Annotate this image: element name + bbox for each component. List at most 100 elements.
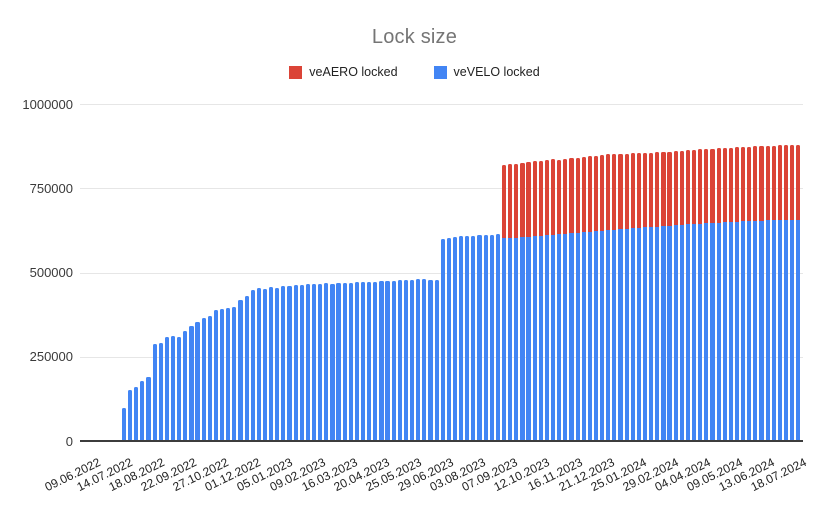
bar-segment-vevelo[interactable] (360, 282, 366, 441)
bar-segment-veaero[interactable] (630, 153, 635, 229)
bar-segment-vevelo[interactable] (691, 223, 697, 441)
bar-segment-vevelo[interactable] (765, 220, 770, 441)
bar-segment-vevelo[interactable] (495, 234, 501, 441)
bar-segment-vevelo[interactable] (287, 285, 292, 441)
bar-segment-vevelo[interactable] (612, 230, 617, 441)
bar-segment-veaero[interactable] (593, 155, 599, 232)
bar-segment-vevelo[interactable] (434, 280, 439, 441)
bar-segment-vevelo[interactable] (624, 229, 629, 441)
bar-segment-vevelo[interactable] (281, 286, 286, 441)
bar-segment-vevelo[interactable] (679, 224, 684, 441)
bar-segment-vevelo[interactable] (397, 280, 402, 441)
bar-segment-vevelo[interactable] (269, 287, 274, 441)
legend-item-veaero[interactable]: veAERO locked (289, 65, 398, 79)
bar-segment-vevelo[interactable] (183, 331, 188, 441)
bar-segment-vevelo[interactable] (134, 386, 139, 441)
bar-segment-vevelo[interactable] (716, 222, 721, 441)
bar-segment-vevelo[interactable] (796, 219, 801, 441)
bar-segment-vevelo[interactable] (710, 222, 715, 441)
bar-segment-veaero[interactable] (698, 149, 703, 224)
bar-segment-veaero[interactable] (612, 154, 617, 231)
bar-segment-veaero[interactable] (575, 157, 580, 234)
bar-segment-vevelo[interactable] (422, 278, 427, 441)
bar-segment-vevelo[interactable] (305, 284, 310, 441)
bar-segment-veaero[interactable] (710, 148, 715, 223)
bar-segment-vevelo[interactable] (544, 235, 550, 441)
bar-segment-veaero[interactable] (624, 153, 629, 230)
bar-segment-veaero[interactable] (606, 154, 611, 231)
bar-segment-veaero[interactable] (685, 150, 691, 225)
bar-segment-vevelo[interactable] (226, 307, 231, 441)
bar-segment-veaero[interactable] (520, 162, 525, 238)
bar-segment-vevelo[interactable] (128, 390, 133, 441)
bar-segment-vevelo[interactable] (170, 335, 176, 441)
bar-segment-vevelo[interactable] (324, 283, 329, 441)
bar-segment-veaero[interactable] (661, 151, 666, 226)
bar-segment-veaero[interactable] (649, 152, 654, 227)
bar-segment-veaero[interactable] (728, 147, 733, 222)
bar-segment-vevelo[interactable] (293, 285, 298, 441)
bar-segment-vevelo[interactable] (201, 318, 206, 441)
bar-segment-veaero[interactable] (569, 157, 574, 234)
bar-segment-vevelo[interactable] (667, 225, 672, 441)
bar-segment-vevelo[interactable] (655, 226, 660, 441)
bar-segment-vevelo[interactable] (673, 225, 678, 441)
bar-segment-vevelo[interactable] (164, 336, 169, 441)
bar-segment-vevelo[interactable] (722, 222, 727, 441)
bar-segment-vevelo[interactable] (195, 322, 200, 441)
bar-segment-vevelo[interactable] (630, 228, 635, 441)
bar-segment-veaero[interactable] (551, 159, 556, 236)
bar-segment-vevelo[interactable] (275, 287, 280, 441)
bar-segment-veaero[interactable] (581, 156, 586, 233)
bar-segment-vevelo[interactable] (734, 221, 740, 441)
bar-segment-veaero[interactable] (667, 151, 672, 226)
bar-segment-vevelo[interactable] (704, 223, 709, 441)
bar-segment-veaero[interactable] (501, 165, 507, 239)
bar-segment-veaero[interactable] (600, 155, 605, 232)
bar-segment-vevelo[interactable] (367, 281, 372, 441)
bar-segment-vevelo[interactable] (177, 336, 182, 441)
bar-segment-vevelo[interactable] (354, 282, 360, 441)
bar-segment-vevelo[interactable] (465, 236, 470, 441)
bar-segment-veaero[interactable] (526, 161, 531, 238)
bar-segment-veaero[interactable] (673, 151, 678, 226)
bar-segment-veaero[interactable] (716, 148, 721, 223)
bar-segment-vevelo[interactable] (771, 220, 776, 441)
bar-segment-veaero[interactable] (765, 145, 770, 221)
bar-segment-vevelo[interactable] (250, 290, 255, 441)
bar-segment-vevelo[interactable] (790, 219, 795, 441)
bar-segment-vevelo[interactable] (140, 381, 145, 441)
bar-segment-vevelo[interactable] (336, 282, 341, 441)
bar-segment-vevelo[interactable] (391, 280, 396, 441)
bar-segment-vevelo[interactable] (471, 235, 476, 441)
bar-segment-vevelo[interactable] (440, 238, 445, 441)
bar-segment-vevelo[interactable] (581, 232, 586, 441)
bar-segment-veaero[interactable] (514, 164, 519, 238)
bar-segment-vevelo[interactable] (152, 344, 157, 441)
legend-item-vevelo[interactable]: veVELO locked (433, 65, 540, 79)
bar-segment-vevelo[interactable] (741, 221, 746, 441)
bar-segment-veaero[interactable] (759, 146, 764, 221)
bar-segment-vevelo[interactable] (459, 236, 464, 441)
bar-segment-vevelo[interactable] (587, 232, 592, 441)
bar-segment-vevelo[interactable] (489, 234, 494, 441)
bar-segment-vevelo[interactable] (452, 237, 458, 441)
bar-segment-vevelo[interactable] (747, 220, 752, 441)
bar-segment-vevelo[interactable] (661, 225, 666, 441)
bar-segment-vevelo[interactable] (232, 306, 237, 441)
bar-segment-vevelo[interactable] (557, 234, 562, 441)
bar-segment-vevelo[interactable] (532, 236, 537, 441)
bar-segment-vevelo[interactable] (783, 219, 789, 441)
bar-segment-vevelo[interactable] (593, 231, 599, 441)
bar-segment-veaero[interactable] (704, 149, 709, 224)
bar-segment-veaero[interactable] (777, 145, 782, 220)
bar-segment-veaero[interactable] (722, 148, 727, 223)
bar-segment-vevelo[interactable] (759, 220, 764, 441)
bar-segment-vevelo[interactable] (403, 279, 409, 441)
bar-segment-vevelo[interactable] (385, 280, 390, 441)
bar-segment-veaero[interactable] (563, 158, 568, 235)
bar-segment-vevelo[interactable] (728, 221, 733, 441)
bar-segment-vevelo[interactable] (238, 300, 243, 441)
bar-segment-veaero[interactable] (636, 152, 641, 228)
bar-segment-veaero[interactable] (691, 149, 697, 224)
